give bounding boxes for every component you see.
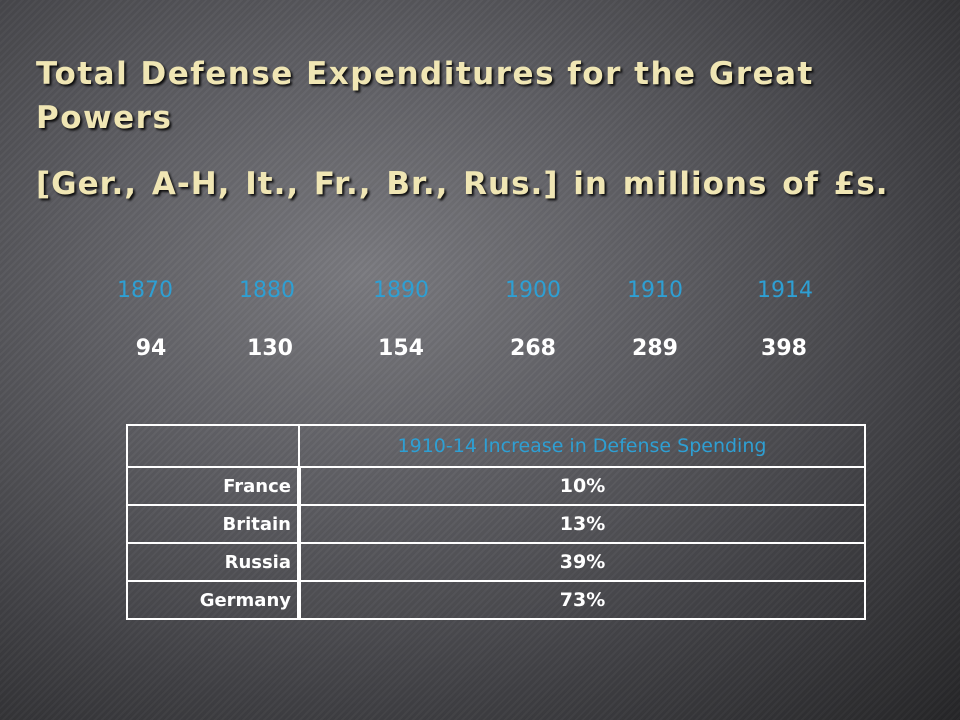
table-row: France 10%	[126, 466, 866, 506]
expenditure-value: 268	[510, 336, 556, 361]
year-label: 1890	[373, 278, 429, 303]
expenditure-value: 94	[135, 336, 167, 361]
year-label: 1880	[239, 278, 295, 303]
slide-subtitle: [Ger., A-H, It., Fr., Br., Rus.] in mill…	[36, 166, 889, 202]
expenditure-value: 154	[378, 336, 424, 361]
increase-cell: 10%	[298, 466, 866, 506]
expenditure-value: 130	[247, 336, 293, 361]
table-header-row: 1910-14 Increase in Defense Spending	[126, 424, 866, 468]
table-row: Russia 39%	[126, 542, 866, 582]
expenditure-value: 289	[632, 336, 678, 361]
country-cell: Germany	[126, 580, 301, 620]
increase-cell: 13%	[298, 504, 866, 544]
country-cell: Russia	[126, 542, 301, 582]
increase-cell: 73%	[298, 580, 866, 620]
year-label: 1900	[505, 278, 561, 303]
increase-cell: 39%	[298, 542, 866, 582]
table-header-cell: 1910-14 Increase in Defense Spending	[298, 424, 866, 468]
country-cell: Britain	[126, 504, 301, 544]
slide-title: Total Defense Expenditures for the Great…	[36, 56, 814, 136]
year-label: 1910	[627, 278, 683, 303]
year-label: 1914	[757, 278, 813, 303]
year-label: 1870	[117, 278, 173, 303]
country-cell: France	[126, 466, 301, 506]
table-row: Britain 13%	[126, 504, 866, 544]
table-corner-cell	[126, 424, 300, 468]
increase-table: 1910-14 Increase in Defense Spending Fra…	[126, 424, 866, 620]
table-row: Germany 73%	[126, 580, 866, 620]
expenditure-value: 398	[761, 336, 807, 361]
